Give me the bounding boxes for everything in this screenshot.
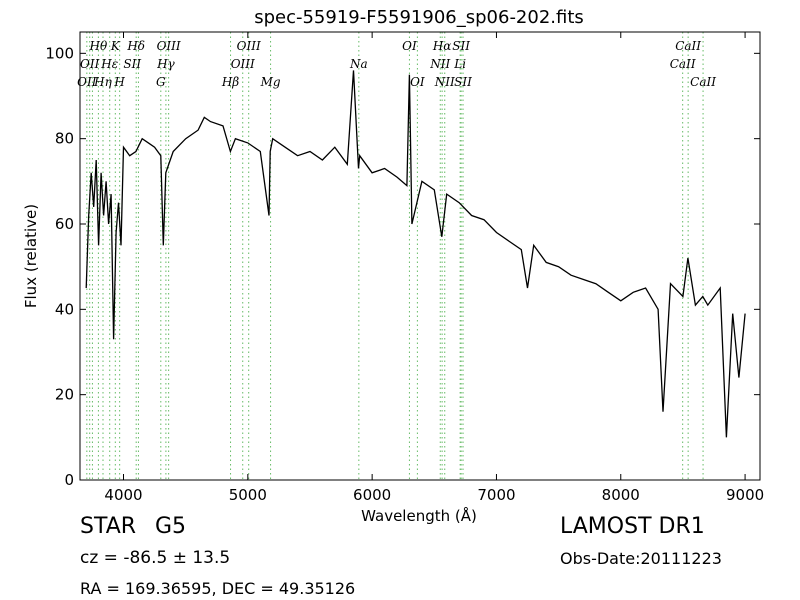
y-axis: 0 20 40 60 80 100 — [45, 44, 760, 489]
line-label: G — [156, 75, 166, 89]
line-label: OII — [80, 57, 100, 71]
x-tick-label: 5000 — [229, 486, 267, 504]
coordinates-text: RA = 169.36595, DEC = 49.35126 — [80, 579, 356, 598]
line-label: Hα — [432, 39, 452, 53]
line-label: Mg — [260, 75, 281, 89]
line-label: Hγ — [156, 57, 175, 71]
line-label: H — [113, 75, 125, 89]
y-tick-label: 60 — [55, 215, 74, 233]
line-label: Hη — [93, 75, 112, 89]
line-label: OI — [402, 39, 417, 53]
redshift-text: cz = -86.5 ± 13.5 — [80, 548, 231, 568]
y-tick-label: 80 — [55, 130, 74, 148]
chart-title: spec-55919-F5591906_sp06-202.fits — [254, 7, 584, 28]
line-label: Hδ — [126, 39, 145, 53]
line-label: K — [110, 39, 121, 53]
line-label: NII — [434, 75, 455, 89]
x-tick-label: 7000 — [477, 486, 515, 504]
line-label: SII — [454, 75, 472, 89]
y-tick-label: 0 — [64, 471, 74, 489]
y-tick-label: 40 — [55, 300, 74, 318]
line-label: Hθ — [89, 39, 108, 53]
x-tick-label: 8000 — [602, 486, 640, 504]
line-label: OIII — [231, 57, 255, 71]
star-class: STAR — [80, 514, 137, 539]
line-label: OI — [410, 75, 425, 89]
line-label: Na — [349, 57, 368, 71]
star-subclass: G5 — [155, 514, 187, 539]
line-label: CaII — [675, 39, 701, 53]
line-label: OIII — [237, 39, 261, 53]
line-label: CaII — [690, 75, 716, 89]
x-tick-label: 4000 — [104, 486, 142, 504]
line-label: OIII — [157, 39, 181, 53]
y-tick-label: 100 — [45, 44, 74, 62]
observation-date: Obs-Date:20111223 — [560, 549, 722, 568]
x-tick-label: 9000 — [726, 486, 764, 504]
x-tick-label: 6000 — [353, 486, 391, 504]
spectrum-line — [85, 70, 746, 438]
y-tick-label: 20 — [55, 386, 74, 404]
line-label: OII — [77, 75, 97, 89]
line-label: Hε — [100, 57, 118, 71]
survey-name: LAMOST DR1 — [560, 514, 705, 539]
x-axis-label: Wavelength (Å) — [361, 506, 477, 525]
x-axis: 4000 5000 6000 7000 8000 9000 — [104, 32, 764, 504]
y-axis-label: Flux (relative) — [22, 204, 40, 308]
line-label: NII — [429, 57, 450, 71]
line-label: SII — [452, 39, 470, 53]
line-label: CaII — [670, 57, 696, 71]
plot-frame — [79, 31, 761, 481]
line-label: SII — [123, 57, 141, 71]
line-label: Li — [453, 57, 466, 71]
line-markers — [86, 32, 704, 480]
line-label: Hβ — [221, 75, 239, 89]
